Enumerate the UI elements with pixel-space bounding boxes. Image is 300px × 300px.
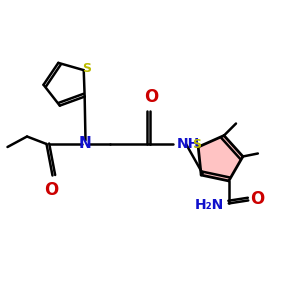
Text: S: S bbox=[192, 138, 201, 151]
Text: S: S bbox=[82, 62, 91, 75]
Text: O: O bbox=[144, 88, 159, 106]
Polygon shape bbox=[198, 136, 243, 181]
Text: O: O bbox=[250, 190, 264, 208]
Polygon shape bbox=[44, 63, 85, 106]
Text: H₂N: H₂N bbox=[195, 198, 224, 212]
Text: NH: NH bbox=[177, 137, 200, 151]
Text: N: N bbox=[79, 136, 92, 152]
Text: O: O bbox=[44, 181, 58, 199]
